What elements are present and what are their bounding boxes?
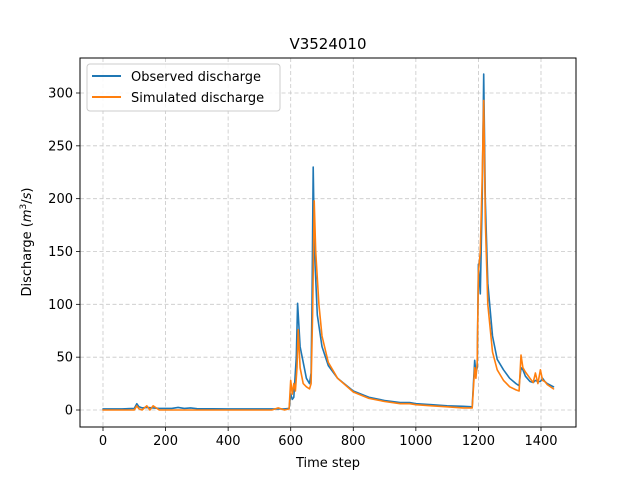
- legend-box: [86, 63, 281, 112]
- legend-simulated-label: Simulated discharge: [131, 91, 264, 106]
- y-tick-label: 150: [48, 245, 73, 260]
- x-tick-label: 1000: [399, 434, 432, 449]
- legend-observed-label: Observed discharge: [131, 70, 261, 85]
- x-tick-label: 200: [153, 434, 178, 449]
- grid-lines: [80, 58, 576, 427]
- x-tick-label: 1200: [462, 434, 495, 449]
- data-series: [102, 73, 555, 411]
- y-tick-label: 50: [56, 351, 73, 366]
- x-tick-label: 1400: [524, 434, 557, 449]
- x-tick-label: 400: [216, 434, 241, 449]
- y-tick-label: 300: [48, 87, 73, 102]
- x-tick-label: 600: [278, 434, 303, 449]
- axes-frame: [79, 57, 577, 428]
- y-tick-label: 200: [48, 192, 73, 207]
- x-tick-label: 800: [341, 434, 366, 449]
- simulated-discharge-line: [102, 99, 555, 411]
- chart-title: V3524010: [289, 35, 366, 53]
- y-axis-label: Discharge (m3/s): [19, 188, 35, 297]
- y-tick-label: 100: [48, 298, 73, 313]
- x-axis-label: Time step: [295, 456, 360, 471]
- legend: Observed discharge Simulated discharge: [86, 63, 281, 112]
- y-tick-label: 0: [65, 404, 73, 419]
- x-axis-ticks: 0 200 400 600 800 1000 1200 1400: [99, 427, 558, 449]
- x-tick-label: 0: [99, 434, 107, 449]
- y-tick-label: 250: [48, 139, 73, 154]
- y-axis-ticks: 0 50 100 150 200 250 300: [48, 87, 80, 419]
